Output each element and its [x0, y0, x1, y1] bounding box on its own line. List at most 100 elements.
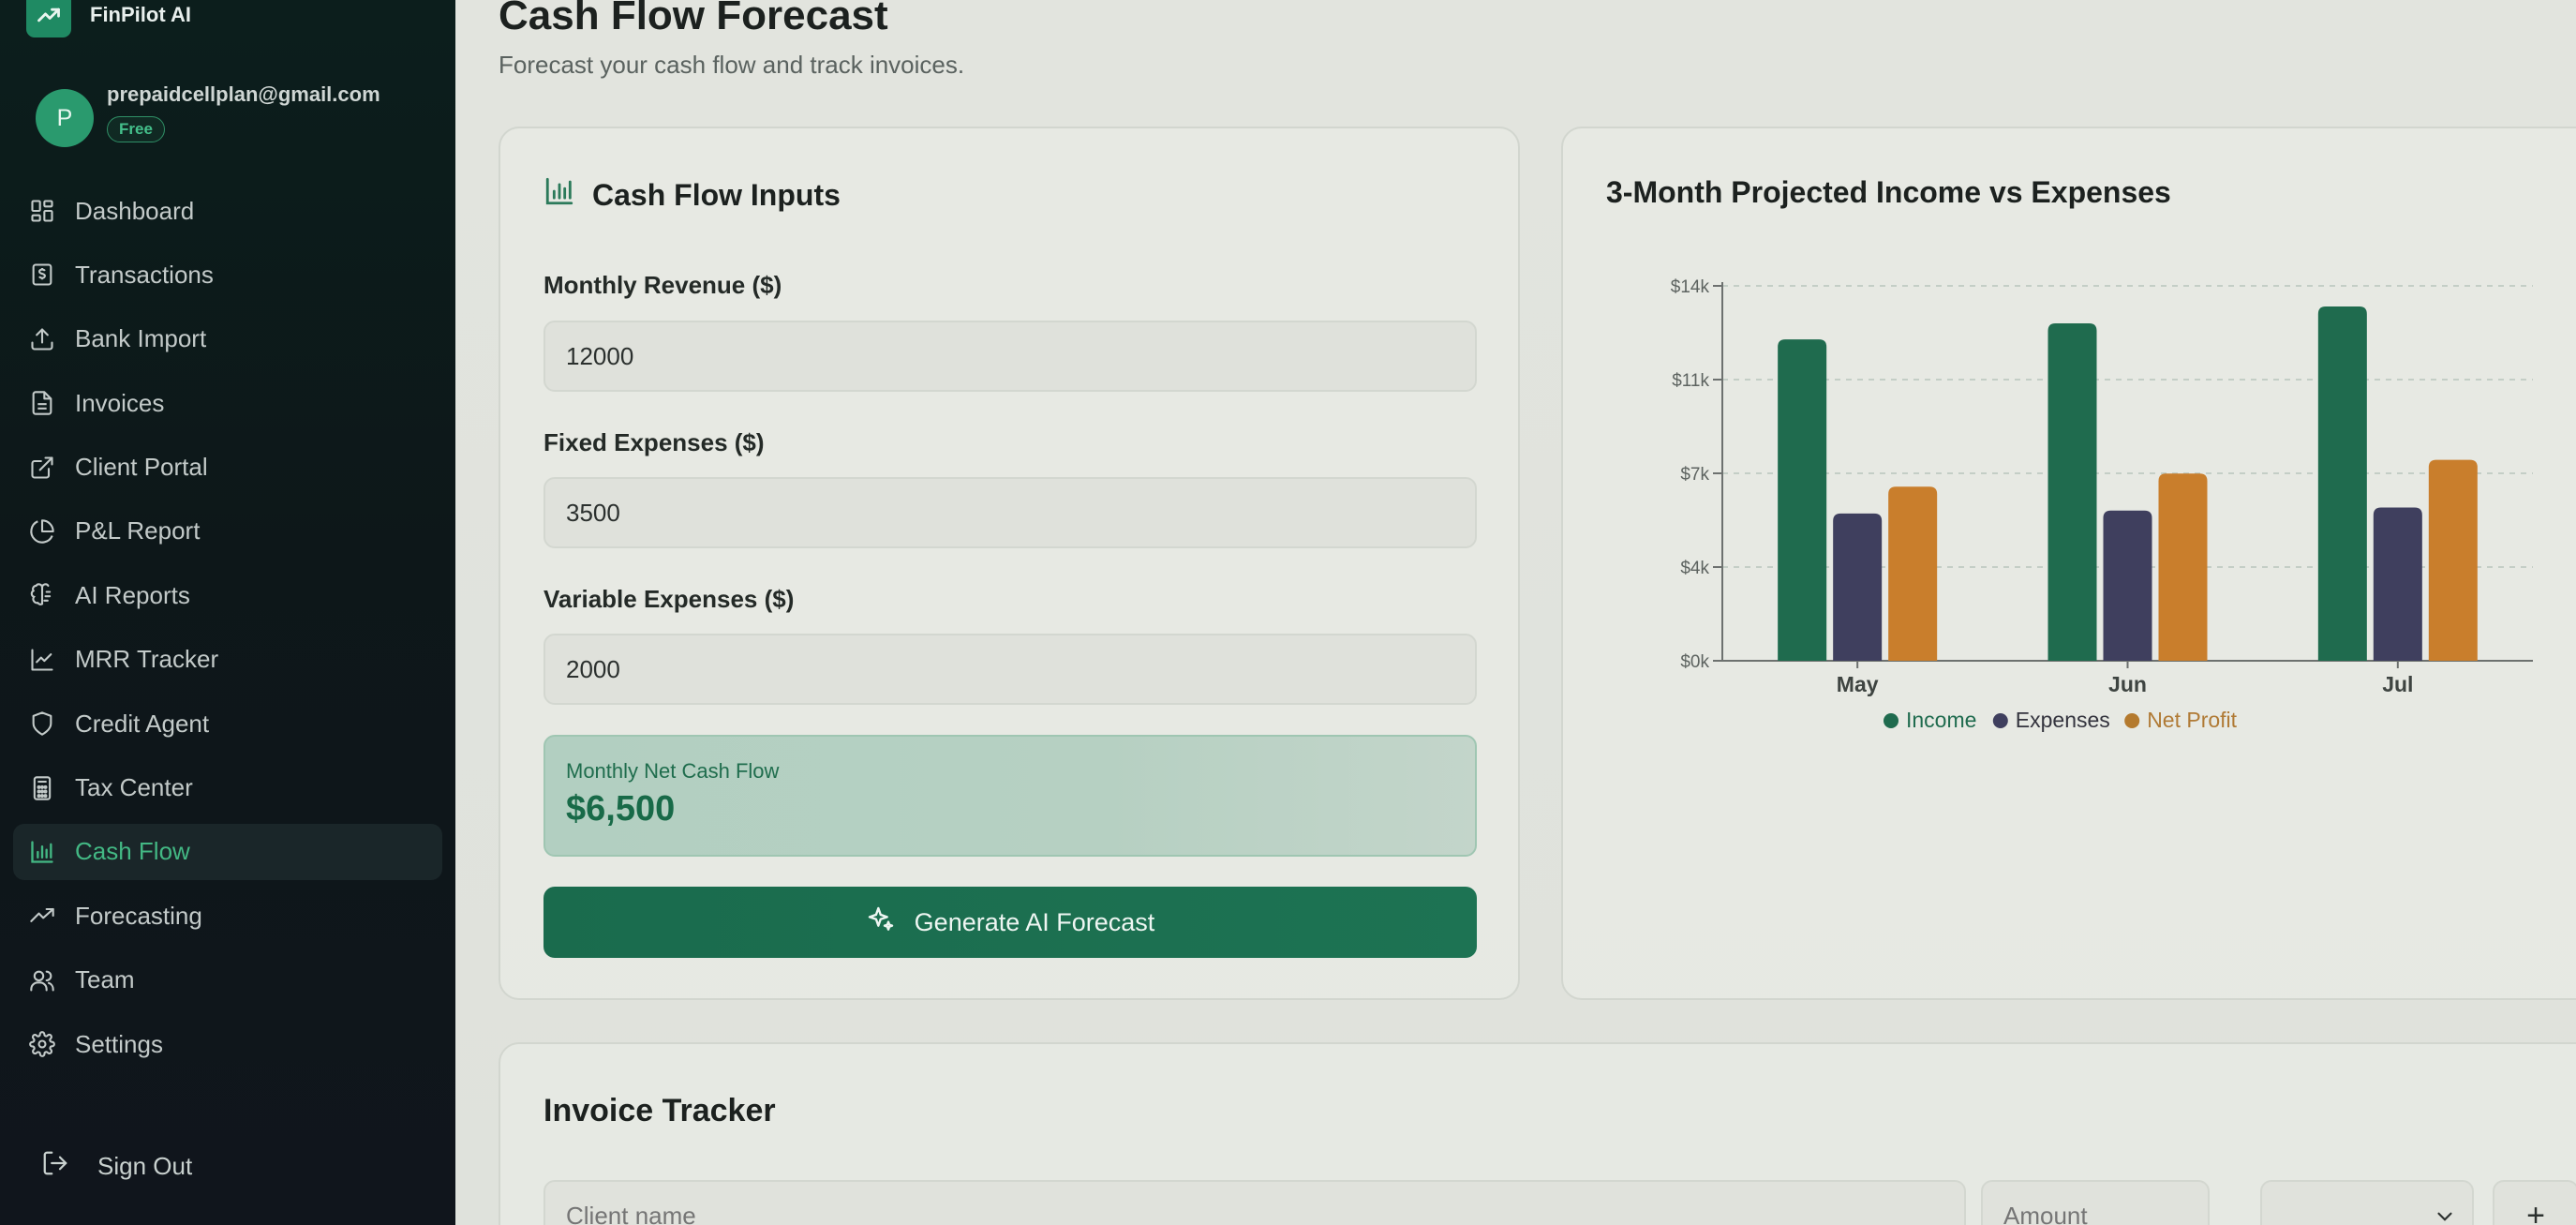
sidebar-item-label: Dashboard [75, 196, 195, 225]
add-invoice-button[interactable]: + [2493, 1180, 2576, 1225]
amount-input[interactable] [1981, 1180, 2210, 1225]
trending-up-icon [28, 902, 56, 930]
sidebar-item-client-portal[interactable]: Client Portal [13, 440, 442, 496]
sidebar-item-label: Transactions [75, 260, 214, 289]
sidebar: FinPilot AI P prepaidcellplan@gmail.com … [0, 0, 455, 1225]
users-icon [28, 966, 56, 994]
sign-out-label: Sign Out [97, 1152, 193, 1180]
plus-icon: + [2526, 1197, 2545, 1225]
gear-icon [28, 1030, 56, 1058]
sidebar-item-label: Invoices [75, 388, 165, 417]
legend-entry: Net Profit [2147, 708, 2237, 732]
sidebar-item-label: Forecasting [75, 901, 202, 930]
sidebar-item-label: Settings [75, 1029, 163, 1058]
cash-flow-inputs-card: Cash Flow Inputs Monthly Revenue ($) Fix… [499, 127, 1520, 1000]
avatar: P [36, 89, 94, 147]
file-icon [28, 389, 56, 417]
projection-chart-card: 3-Month Projected Income vs Expenses $0k… [1561, 127, 2576, 1000]
sidebar-item-credit-agent[interactable]: Credit Agent [13, 695, 442, 752]
sidebar-item-pl-report[interactable]: P&L Report [13, 503, 442, 560]
fixed-expenses-label: Fixed Expenses ($) [543, 428, 765, 456]
sidebar-item-forecasting[interactable]: Forecasting [13, 888, 442, 944]
sidebar-item-label: Tax Center [75, 773, 193, 802]
trending-up-icon [26, 0, 71, 37]
sidebar-item-label: AI Reports [75, 580, 190, 609]
x-tick-label: Jun [2108, 672, 2147, 696]
sidebar-item-team[interactable]: Team [13, 952, 442, 1008]
status-select[interactable] [2260, 1180, 2474, 1225]
sidebar-item-invoices[interactable]: Invoices [13, 375, 442, 431]
net-cash-flow-label: Monthly Net Cash Flow [566, 759, 780, 783]
brand[interactable]: FinPilot AI [26, 0, 191, 37]
bar-expenses [1833, 513, 1883, 661]
main-content: Cash Flow Forecast Forecast your cash fl… [455, 0, 2576, 1225]
invoice-tracker-title: Invoice Tracker [543, 1093, 776, 1128]
upload-icon [28, 325, 56, 353]
fixed-expenses-input[interactable] [543, 477, 1477, 548]
y-tick-label: $0k [1680, 652, 1709, 672]
dashboard-icon [28, 197, 56, 225]
sidebar-item-label: Credit Agent [75, 709, 210, 738]
brand-name: FinPilot AI [90, 3, 191, 26]
sidebar-item-label: Cash Flow [75, 837, 190, 866]
plan-badge: Free [107, 116, 165, 142]
net-cash-flow-value: $6,500 [566, 789, 676, 829]
sidebar-item-settings[interactable]: Settings [13, 1016, 442, 1072]
bar-net-profit [2428, 459, 2478, 661]
sidebar-item-label: P&L Report [75, 516, 201, 545]
page-subtitle: Forecast your cash flow and track invoic… [499, 51, 965, 79]
sidebar-item-ai-reports[interactable]: AI Reports [13, 567, 442, 623]
sidebar-item-bank-import[interactable]: Bank Import [13, 311, 442, 367]
inputs-header: Cash Flow Inputs [543, 175, 841, 215]
bar-chart-icon [543, 175, 575, 215]
sidebar-item-label: MRR Tracker [75, 645, 219, 674]
generate-forecast-label: Generate AI Forecast [914, 907, 1155, 936]
sidebar-item-transactions[interactable]: Transactions [13, 246, 442, 303]
bar-net-profit [2158, 473, 2208, 661]
generate-forecast-button[interactable]: Generate AI Forecast [543, 887, 1477, 958]
page-title: Cash Flow Forecast [499, 0, 888, 38]
legend-marker [1992, 713, 2008, 728]
user-email: prepaidcellplan@gmail.com [107, 82, 380, 106]
bar-chart: $0k $4k $7k $11k $14k May Jun Jul Income Expenses… [1671, 277, 2533, 732]
logout-icon [41, 1149, 69, 1184]
user-profile[interactable]: P prepaidcellplan@gmail.com Free [36, 82, 380, 147]
line-chart-icon [28, 646, 56, 674]
bar-net-profit [1888, 486, 1938, 661]
shield-icon [28, 710, 56, 738]
legend-marker [2124, 713, 2140, 728]
y-tick-label: $7k [1680, 465, 1709, 485]
invoice-tracker-card: Invoice Tracker + [499, 1042, 2576, 1225]
chart-title: 3-Month Projected Income vs Expenses [1606, 175, 2171, 209]
x-tick-label: May [1837, 672, 1879, 696]
inputs-title: Cash Flow Inputs [592, 177, 841, 212]
sidebar-item-tax-center[interactable]: Tax Center [13, 760, 442, 816]
y-tick-label: $11k [1672, 371, 1709, 391]
sidebar-item-dashboard[interactable]: Dashboard [13, 183, 442, 239]
sidebar-item-cash-flow[interactable]: Cash Flow [13, 823, 442, 880]
client-name-input[interactable] [543, 1180, 1966, 1225]
legend-entry: Expenses [2016, 708, 2110, 732]
sidebar-item-label: Team [75, 965, 135, 994]
bar-expenses [2373, 507, 2422, 661]
sidebar-nav: Dashboard Transactions Bank Import Invoi… [13, 183, 442, 1080]
sidebar-item-mrr-tracker[interactable]: MRR Tracker [13, 632, 442, 688]
legend-entry: Income [1906, 708, 1976, 732]
pie-chart-icon [28, 517, 56, 545]
y-tick-label: $14k [1671, 277, 1710, 297]
brain-icon [28, 581, 56, 609]
variable-expenses-label: Variable Expenses ($) [543, 585, 795, 613]
variable-expenses-input[interactable] [543, 634, 1477, 705]
dollar-receipt-icon [28, 261, 56, 289]
sign-out-button[interactable]: Sign Out [41, 1149, 192, 1184]
revenue-label: Monthly Revenue ($) [543, 271, 782, 299]
revenue-input[interactable] [543, 321, 1477, 392]
sparkles-icon [866, 904, 896, 941]
legend-marker [1884, 713, 1898, 728]
bar-expenses [2103, 510, 2152, 661]
bar-income [2047, 323, 2097, 661]
x-tick-label: Jul [2382, 672, 2413, 696]
external-link-icon [28, 454, 56, 482]
net-cash-flow-box: Monthly Net Cash Flow $6,500 [543, 735, 1477, 857]
chevron-down-icon [2433, 1204, 2457, 1225]
